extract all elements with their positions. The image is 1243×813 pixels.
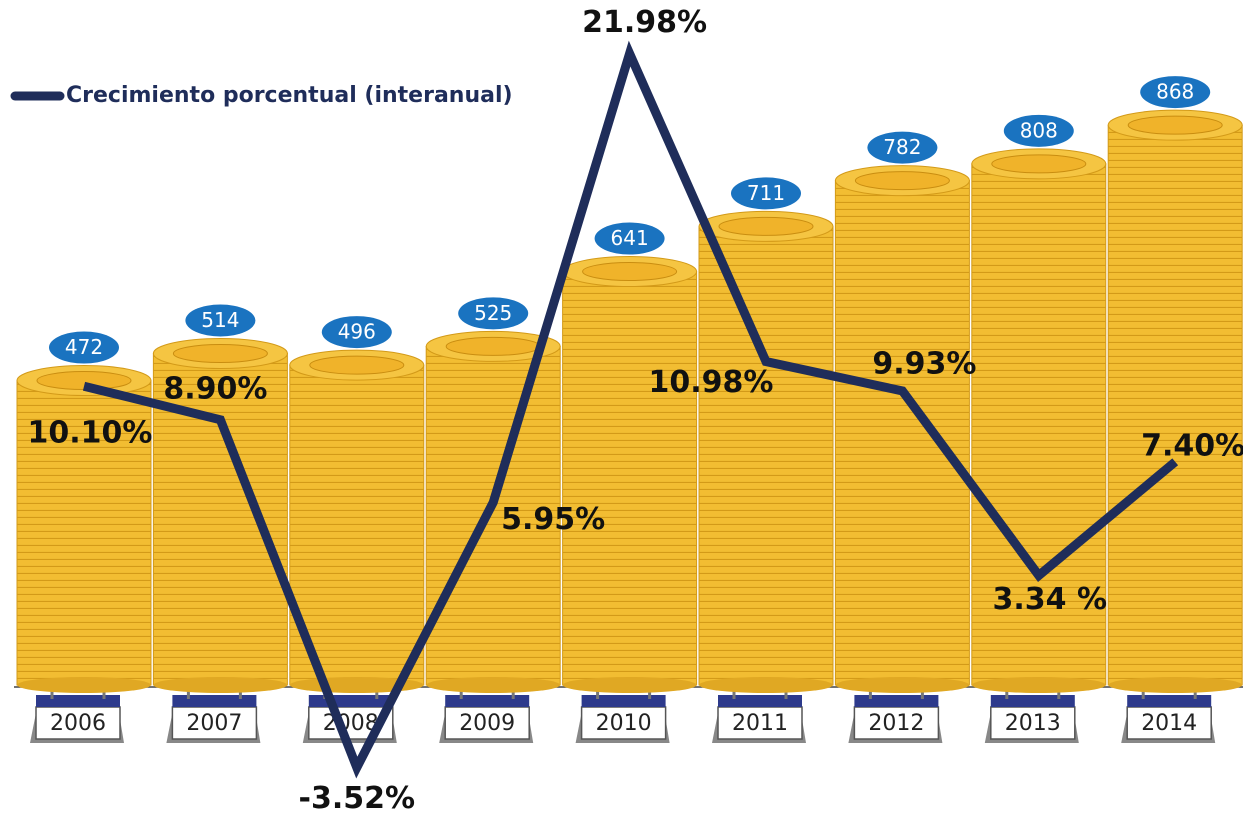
coin-bottom	[835, 677, 970, 693]
calendar-icon: 2014	[1121, 689, 1216, 743]
calendar-header	[990, 695, 1075, 707]
calendar-header	[36, 695, 120, 707]
value-badge	[185, 304, 256, 337]
calendar-body	[444, 706, 530, 740]
x-tick-label: 2009	[459, 711, 515, 736]
calendar-body	[717, 706, 803, 740]
value-label: 514	[201, 308, 239, 332]
growth-label: 8.90%	[163, 371, 267, 406]
value-badge	[1003, 114, 1074, 147]
growth-label: 10.98%	[649, 365, 774, 400]
coin-face	[718, 216, 814, 236]
coin-bottom	[699, 677, 833, 693]
x-tick-label: 2006	[50, 711, 106, 736]
coin-stack	[425, 345, 561, 686]
value-label: 641	[611, 226, 649, 250]
calendar-icon: 2013	[984, 689, 1079, 743]
x-tick-label: 2014	[1141, 711, 1197, 736]
growth-label: 10.10%	[28, 416, 153, 451]
legend-label: Crecimiento porcentual (interanual)	[66, 83, 513, 108]
coin-stack	[971, 163, 1107, 686]
calendar-icon: 2007	[166, 689, 261, 743]
calendar-icon: 2006	[30, 689, 124, 743]
coin-bottom	[426, 677, 561, 693]
value-badge	[731, 177, 801, 210]
growth-label: 21.98%	[582, 5, 707, 40]
calendar-header	[308, 695, 393, 707]
value-label: 868	[1156, 80, 1194, 104]
calendar-header	[581, 695, 666, 707]
calendar-icon: 2011	[712, 689, 806, 743]
coin-stack	[16, 380, 152, 686]
calendar-icon: 2012	[848, 689, 943, 743]
growth-line	[82, 40, 1179, 779]
growth-label: 3.34 %	[993, 582, 1108, 617]
calendar-body	[171, 706, 258, 740]
coin-face	[854, 171, 950, 191]
value-label: 525	[474, 301, 512, 325]
calendar-header	[854, 695, 939, 707]
coin-bottom	[562, 677, 697, 693]
growth-label: -3.52%	[299, 781, 416, 813]
calendar-header	[718, 695, 802, 707]
coin-face	[582, 262, 678, 282]
coin-stack	[698, 225, 834, 686]
value-label: 496	[338, 320, 376, 344]
coin-stack	[1107, 124, 1243, 686]
value-badge	[867, 131, 938, 164]
coin-stack	[834, 180, 970, 686]
growth-label: 5.95%	[501, 502, 605, 537]
coin-face	[1127, 115, 1223, 135]
value-badge	[321, 316, 392, 349]
calendar-body	[580, 706, 667, 740]
value-badge	[49, 331, 119, 364]
x-tick-label: 2011	[732, 711, 788, 736]
coin-face	[309, 355, 405, 375]
value-badge	[458, 297, 529, 330]
coin-face	[445, 336, 541, 356]
calendar-body	[990, 706, 1076, 740]
x-tick-label: 2012	[868, 711, 924, 736]
coin-bottom	[1108, 677, 1243, 693]
coin-stack	[289, 364, 425, 686]
coin-bottom	[153, 677, 288, 693]
value-label: 472	[65, 335, 103, 359]
value-label: 782	[883, 135, 921, 159]
value-badge	[1140, 76, 1211, 109]
calendar-header	[172, 695, 257, 707]
calendar-header	[445, 695, 530, 707]
value-label: 711	[747, 181, 785, 205]
coin-bottom	[17, 677, 151, 693]
coin-bottom	[971, 677, 1106, 693]
x-tick-label: 2010	[596, 711, 652, 736]
coin-face	[991, 154, 1087, 174]
calendar-header	[1127, 695, 1212, 707]
growth-label: 7.40%	[1141, 428, 1243, 463]
value-label: 808	[1020, 118, 1058, 142]
calendar-body	[1126, 706, 1212, 740]
calendar-icon: 2010	[575, 689, 670, 743]
calendar-body	[35, 706, 121, 740]
x-tick-label: 2007	[186, 711, 242, 736]
calendar-body	[853, 706, 940, 740]
coin-stack	[562, 271, 698, 686]
growth-label: 9.93%	[872, 346, 976, 381]
value-badge	[594, 222, 665, 255]
coin-face	[172, 343, 268, 363]
calendar-icon: 2009	[439, 689, 534, 743]
x-tick-label: 2013	[1005, 711, 1061, 736]
